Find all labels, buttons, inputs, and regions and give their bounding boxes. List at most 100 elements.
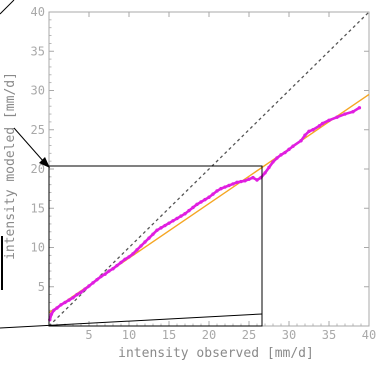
data-point <box>103 272 107 276</box>
data-point <box>151 232 155 236</box>
axis-ticks: 5 10 15 20 25 30 35 40 5 10 15 20 25 30 35 40 <box>31 5 377 342</box>
data-point <box>351 109 355 114</box>
data-point <box>263 171 267 175</box>
data-point <box>111 266 115 271</box>
data-point <box>243 179 247 183</box>
data-point <box>343 112 347 116</box>
one-to-one-reference-line <box>48 11 370 327</box>
data-point <box>227 183 231 188</box>
x-tick-label: 35 <box>322 328 336 342</box>
data-point <box>255 178 259 182</box>
data-point <box>95 277 99 282</box>
data-point <box>235 180 239 185</box>
x-tick-label: 30 <box>282 328 296 342</box>
quantile-curve <box>48 106 361 322</box>
x-tick-label: 25 <box>242 328 256 342</box>
y-tick-label: 10 <box>31 241 45 255</box>
data-point <box>335 115 339 119</box>
data-point <box>247 177 251 181</box>
data-point <box>131 252 135 256</box>
data-point <box>79 290 83 294</box>
data-point <box>223 185 227 189</box>
data-point <box>195 202 199 207</box>
zoom-connector-line <box>0 313 263 329</box>
data-point <box>317 124 322 128</box>
data-point <box>291 144 295 148</box>
inset-annotation <box>0 0 263 329</box>
data-point <box>155 228 159 232</box>
data-point <box>357 106 362 110</box>
data-point <box>107 269 111 273</box>
data-point <box>307 129 311 134</box>
y-tick-label: 20 <box>31 162 45 176</box>
data-point <box>99 274 103 279</box>
data-point <box>211 192 215 196</box>
data-point <box>231 182 235 186</box>
data-point <box>251 175 255 180</box>
data-point <box>199 200 203 204</box>
data-point <box>49 312 54 316</box>
data-point <box>191 205 195 210</box>
data-point <box>163 223 167 228</box>
data-point <box>52 308 56 312</box>
data-point <box>175 216 179 221</box>
data-point <box>320 121 325 126</box>
data-point <box>279 153 283 157</box>
data-point <box>207 195 211 199</box>
data-point <box>159 226 163 230</box>
data-point <box>187 208 191 213</box>
data-point <box>55 306 59 310</box>
data-point <box>87 284 91 288</box>
data-point <box>287 147 291 152</box>
data-point <box>91 281 95 285</box>
data-point <box>271 160 275 164</box>
y-tick-label: 5 <box>38 280 45 294</box>
data-point <box>239 179 243 184</box>
data-point <box>71 296 75 300</box>
data-point <box>139 244 143 248</box>
data-point <box>267 165 271 170</box>
data-point <box>179 214 183 218</box>
y-axis-title: intensity modeled [mm/d] <box>3 72 18 260</box>
data-point <box>167 221 171 225</box>
data-point <box>67 298 71 302</box>
data-point <box>215 189 219 193</box>
data-point <box>127 255 131 259</box>
x-tick-label: 20 <box>202 328 216 342</box>
x-tick-label: 15 <box>162 328 176 342</box>
data-point <box>143 240 147 244</box>
zoom-pointer-arrowhead <box>39 157 50 168</box>
data-point <box>171 219 175 223</box>
data-point <box>119 260 123 265</box>
zoom-pointer-line <box>13 127 45 163</box>
data-point <box>299 139 303 143</box>
data-point <box>275 156 279 160</box>
data-point <box>283 150 287 155</box>
top-left-corner-marker <box>0 0 15 15</box>
data-point <box>311 128 315 132</box>
y-tick-label: 35 <box>31 44 45 58</box>
y-tick-label: 40 <box>31 5 45 19</box>
data-point <box>59 303 63 307</box>
data-points <box>48 106 362 322</box>
data-point <box>123 257 127 261</box>
x-tick-label: 40 <box>362 328 376 342</box>
zoom-region-box <box>48 165 263 327</box>
data-point <box>147 236 151 240</box>
data-point <box>183 212 187 216</box>
data-point <box>327 118 331 123</box>
data-point <box>115 263 119 268</box>
y-tick-label: 25 <box>31 123 45 137</box>
x-axis-title: intensity observed [mm/d] <box>118 346 314 361</box>
data-point <box>63 300 67 305</box>
data-point <box>219 186 223 191</box>
y-tick-label: 30 <box>31 84 45 98</box>
data-point <box>75 292 79 297</box>
x-tick-label: 10 <box>122 328 136 342</box>
data-point <box>135 248 139 252</box>
y-tick-label: 15 <box>31 201 45 215</box>
data-point <box>83 287 87 291</box>
x-tick-label: 5 <box>85 328 92 342</box>
data-point <box>303 133 307 137</box>
